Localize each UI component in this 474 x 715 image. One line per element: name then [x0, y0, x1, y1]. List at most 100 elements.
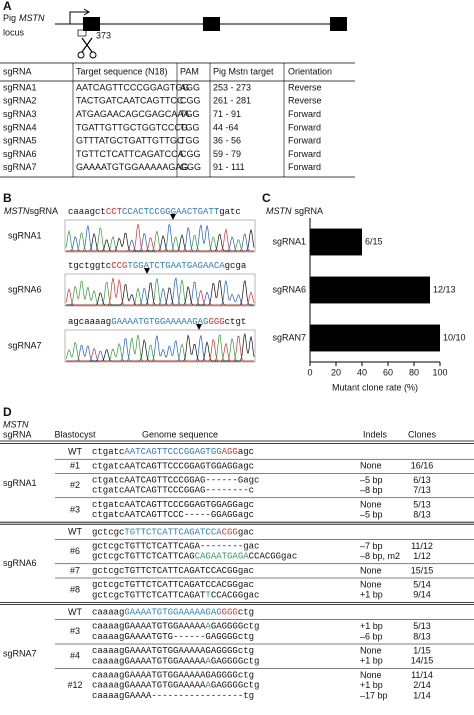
sequence: ctgatcAATCAGTTCCCGGAGTGGAGGagc [92, 500, 254, 510]
sequence-part: GAGGGGctg [211, 657, 260, 667]
bar [310, 324, 440, 352]
indel: –7 bp [360, 541, 383, 551]
blastocyst: #3 [70, 626, 80, 636]
sequence: caaaagGAAAATGTGGAAAAAGAGGGGctg [92, 608, 254, 618]
trace [65, 277, 255, 306]
table-cell: sgRNA7 [3, 162, 37, 172]
sequence-part: gctcgcTGTTCTCATTCAGATCCACGGgac [92, 566, 254, 576]
gene: MSTN [3, 419, 29, 429]
clones: 11/12 [411, 541, 433, 551]
sequence-part: ctg [238, 608, 254, 618]
x-tick-label: 80 [409, 367, 419, 377]
indel: +1 bp [360, 621, 383, 631]
value-label: 12/13 [433, 284, 456, 294]
sequence-part: TGGATCTGAATGAGAACA [127, 261, 225, 271]
value-label: 6/15 [365, 236, 383, 246]
table-cell: TGTTCTCATTCAGATCCA [76, 149, 184, 159]
clones: 2/14 [413, 680, 431, 690]
panel-label: A [3, 0, 12, 13]
x-tick-label: 60 [383, 367, 393, 377]
sequence-part: GAGGGGctg [211, 681, 260, 691]
sgrna-label: sgRNA7 [3, 649, 37, 659]
sequence: caaagctCCTCCACTCCGGGAACTGATTgatc [68, 207, 241, 217]
table-cell: AATCAGTTCCCGGAGTGG [76, 82, 189, 92]
clones: 15/15 [411, 565, 434, 575]
sequence: ctgatcAATCAGTTCCCGGAG--------c [92, 486, 254, 496]
blastocyst: #2 [70, 480, 80, 490]
table-cell: CGG [180, 149, 201, 159]
cut-arrow [144, 268, 150, 274]
table-cell: 44 -64 [213, 122, 239, 132]
tss-arrow [69, 8, 90, 24]
sequence-part: CCG [111, 261, 127, 271]
trace-label: sgRNA6 [8, 284, 42, 294]
sequence-part: gctcgcTGTTCTCATTCAG [92, 552, 195, 562]
table-cell: CGG [180, 96, 201, 106]
table-cell: sgRNA1 [3, 82, 37, 92]
bar [310, 276, 430, 304]
x-axis-label: Mutant clone rate (%) [332, 382, 418, 392]
sequence: caaaagGAAAATGTGGAAAAAGAGGGGctg [92, 646, 254, 656]
sequence: ctgatcAATCAGTTCCCGGAG------Gagc [92, 476, 259, 486]
panel-label: B [3, 191, 12, 205]
clones: 6/13 [413, 475, 431, 485]
panel-label: C [262, 191, 271, 205]
gene: MSTN [4, 206, 30, 216]
sequence: gctcgcTGTTCTCATTCAGATCCACGGgac [92, 528, 254, 538]
table-cell: 261 - 281 [213, 96, 251, 106]
table-cell: AGG [180, 82, 200, 92]
sequence-part: A [205, 681, 211, 691]
table-header: Clones [408, 429, 437, 439]
locus-label: locus [3, 27, 25, 37]
table-header: Genome sequence [142, 429, 218, 439]
sequence-part: caaaagGAAAATGTGGAAAAA [92, 622, 206, 632]
sequence-part: CGG [222, 528, 238, 538]
exon [330, 17, 347, 31]
table-cell: Forward [288, 162, 321, 172]
sequence-part: T [205, 591, 211, 601]
exon [83, 17, 100, 31]
sequence-part: CCACTCCGGGAACTGATT [122, 207, 220, 217]
x-tick-label: 40 [357, 367, 367, 377]
sequence-part: gcga [225, 261, 247, 271]
sequence: caaaagGAAAATGTGGAAAAAAGAGGGGctg [92, 681, 259, 691]
clones: 9/14 [413, 590, 431, 600]
sequence: gctcgcTGTTCTCATTCAGA--------gac [92, 542, 259, 552]
sequence-part: ctgatcAATCAGTTCCCGGAG--------c [92, 486, 254, 496]
table-header: PAM [180, 66, 199, 76]
table-cell: 59 - 79 [213, 149, 241, 159]
indel: None [360, 579, 382, 589]
blastocyst: WT [68, 446, 82, 456]
table-cell: ATGAGAACAGCGAGCAAA [76, 109, 189, 119]
sequence-part: caaaag [92, 608, 124, 618]
trace [66, 335, 254, 362]
table-cell: sgRNA5 [3, 136, 37, 146]
table-header: Pig Mstn target [213, 66, 274, 76]
target-box [77, 29, 87, 37]
indel: None [360, 670, 382, 680]
blastocyst: #6 [70, 546, 80, 556]
sequence-part: ctgatcAATCAGTTCCCGGAGTGGAGGagc [92, 462, 254, 472]
clones: 7/13 [413, 485, 431, 495]
indel: +1 bp [360, 656, 383, 666]
sequence-part: caaaagGAAAATGTGGAAAAAGAGGGGctg [92, 671, 254, 681]
panel-label: D [3, 405, 12, 419]
sequence-part: ctgatcAATCAGTTCCCGGAGTGGAGGagc [92, 500, 254, 510]
table-header: sgRNA [3, 429, 32, 439]
exon [203, 17, 220, 31]
y-tick-label: sgRNA6 [272, 284, 306, 294]
sequence-part: A [205, 657, 211, 667]
scissors-ring [77, 51, 85, 59]
y-tick-label: sgRNA1 [272, 236, 306, 246]
species: Pig [3, 13, 16, 23]
clones: 1/15 [413, 645, 431, 655]
table-cell: sgRNA6 [3, 149, 37, 159]
sequence-part: TGTTCTCATTCAGATCCA [124, 528, 222, 538]
sequence: ctgatcAATCAGTTCCCGGAGTGGAGGagc [92, 462, 254, 472]
clones: 11/14 [411, 670, 433, 680]
trace-header: MSTNsgRNA [4, 206, 58, 216]
sequence-part: gctcgc [92, 528, 124, 538]
table-header: Blastocyst [54, 429, 96, 439]
sequence-part: gctcgcTGTTCTCATTCAGA--------gac [92, 542, 259, 552]
